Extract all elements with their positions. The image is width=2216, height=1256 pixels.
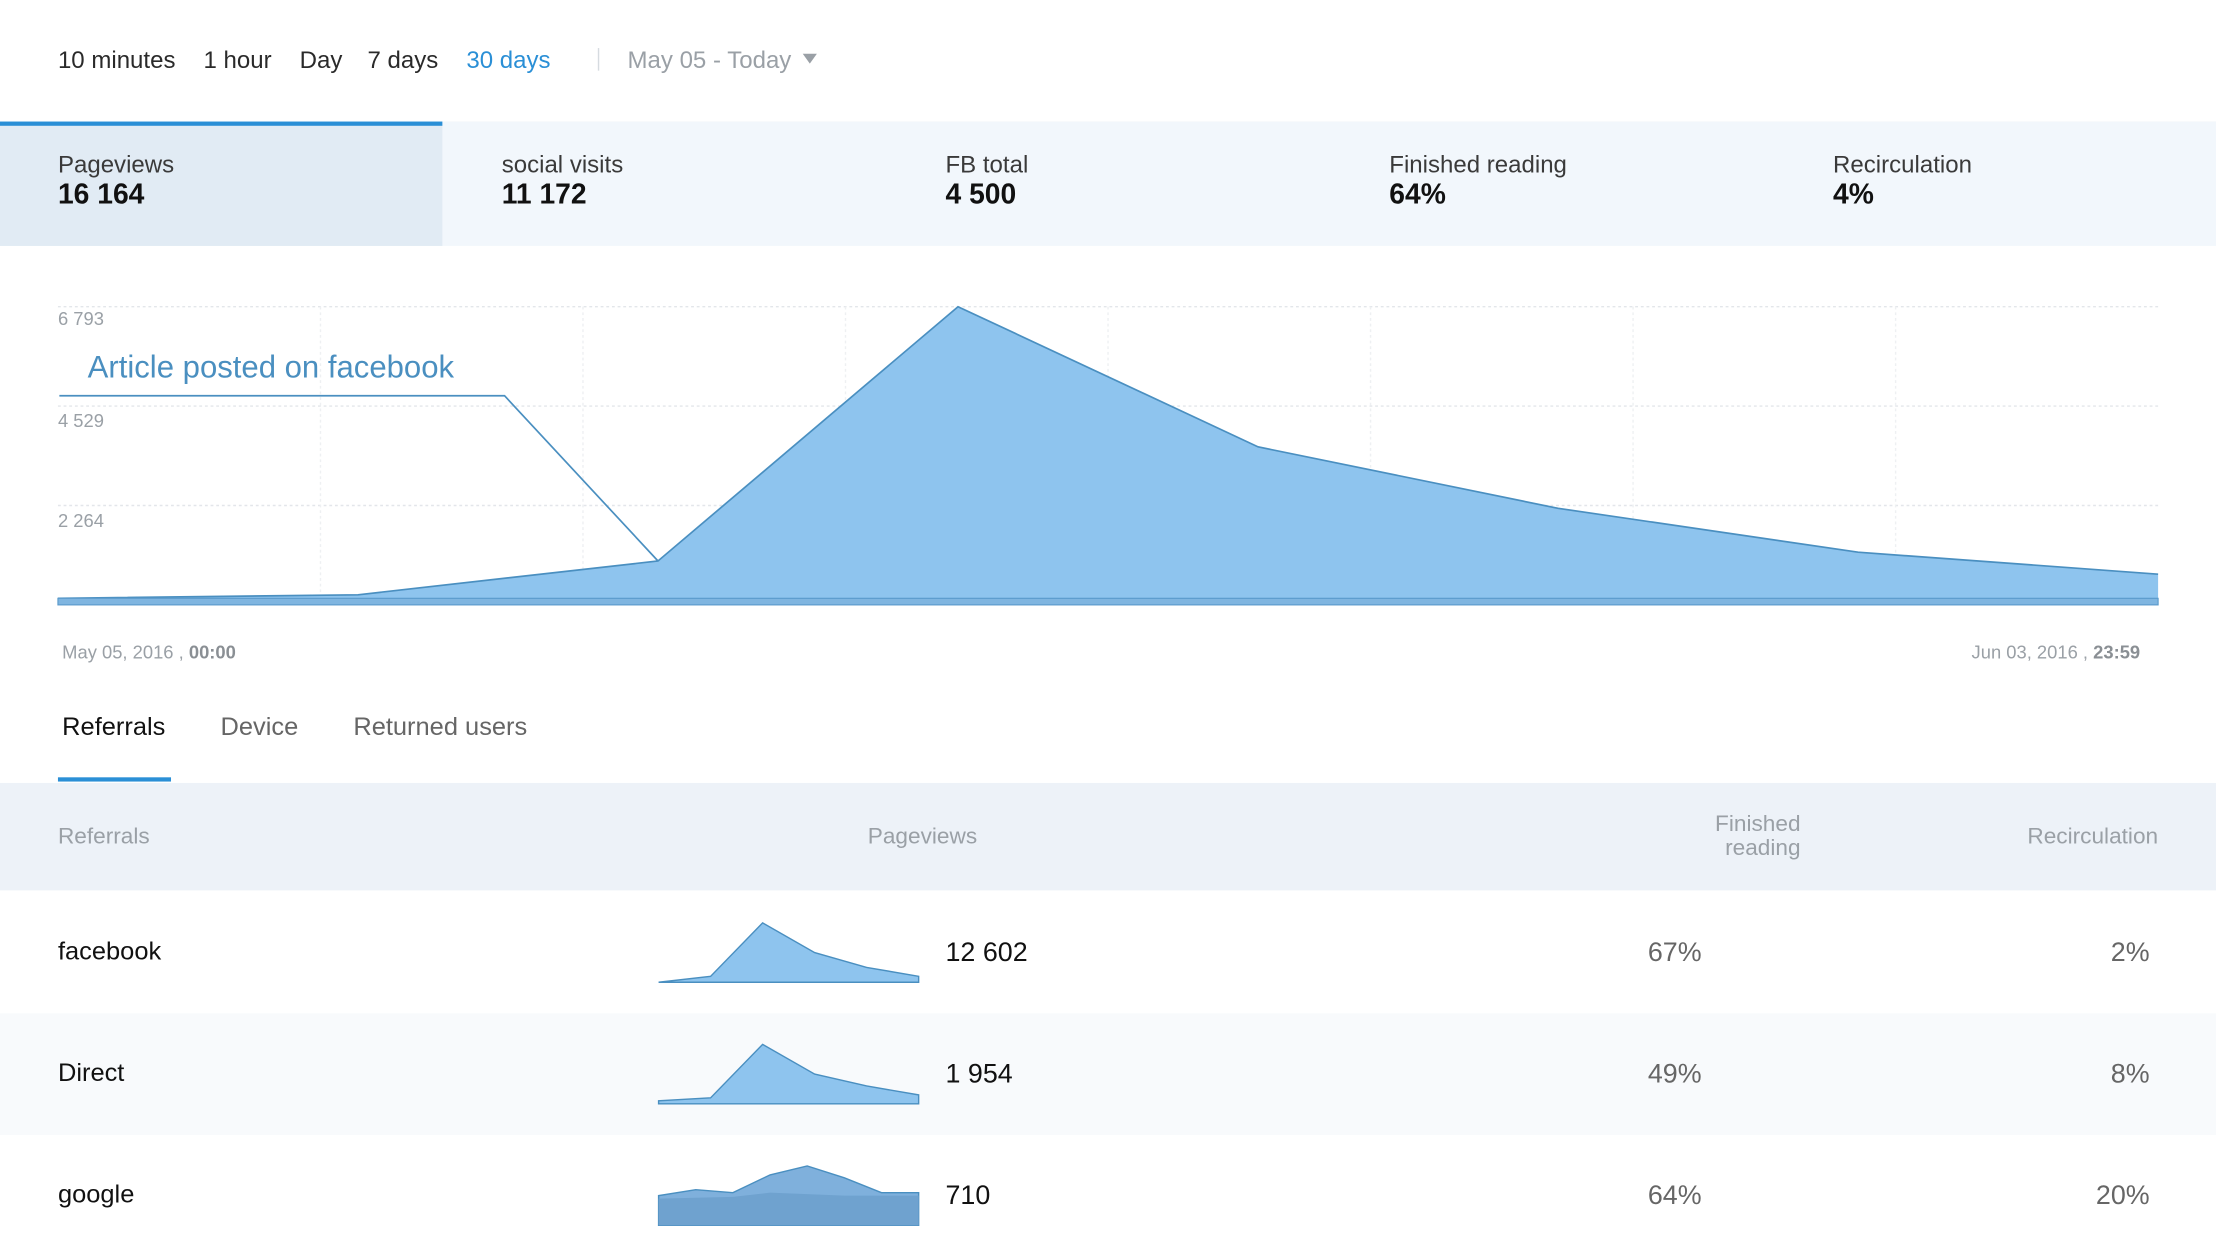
- range-day[interactable]: Day: [299, 46, 343, 74]
- date-range-dropdown[interactable]: May 05 - Today: [628, 47, 817, 75]
- caret-down-icon: [802, 53, 817, 64]
- table-row[interactable]: Direct 1 954 49% 8%: [0, 1013, 2216, 1135]
- row-finished-reading: 67%: [1647, 938, 1702, 969]
- area-fill: [57, 306, 2159, 605]
- metric-value: 16 164: [57, 179, 145, 211]
- metric-value: 64%: [1389, 179, 1446, 211]
- sparkline-area: [658, 922, 920, 983]
- date-range-label: May 05 - Today: [627, 46, 792, 74]
- x-end-time: 23:59: [2093, 641, 2141, 663]
- baseline-band: [57, 597, 2159, 606]
- row-recirculation: 2%: [2110, 938, 2150, 969]
- row-pageviews: 710: [945, 1181, 991, 1212]
- active-tab-indicator: [57, 777, 172, 782]
- x-start-date-text: May 05, 2016 ,: [62, 641, 184, 663]
- row-finished-reading: 49%: [1647, 1059, 1702, 1090]
- chart-annotation: Article posted on facebook: [87, 349, 455, 385]
- x-start-time: 00:00: [188, 641, 236, 663]
- x-end-date-text: Jun 03, 2016 ,: [1971, 641, 2089, 663]
- column-header-pageviews[interactable]: Pageviews: [867, 825, 978, 850]
- metric-value: 4 500: [945, 179, 1017, 211]
- column-header-recirculation[interactable]: Recirculation: [2027, 825, 2159, 850]
- metric-tab-pageviews[interactable]: Pageviews 16 164: [0, 121, 443, 246]
- metric-label: social visits: [501, 151, 624, 179]
- row-sparkline: [658, 922, 920, 983]
- metric-label: Finished reading: [1389, 151, 1567, 179]
- row-sparkline: [657, 1165, 920, 1227]
- range-30-days[interactable]: 30 days: [466, 46, 551, 74]
- row-pageviews: 1 954: [945, 1059, 1013, 1090]
- annotation-leader: [59, 394, 659, 562]
- area-line: [57, 305, 2159, 600]
- metric-value: 4%: [1833, 179, 1874, 211]
- row-recirculation: 8%: [2110, 1059, 2150, 1090]
- tab-referrals[interactable]: Referrals: [62, 712, 166, 741]
- row-sparkline: [657, 1043, 920, 1105]
- metric-label: Pageviews: [57, 151, 175, 179]
- breakdown-tabs: Referrals Device Returned users: [0, 693, 2216, 783]
- sparkline-inner: [658, 1192, 919, 1226]
- metric-tab-recirculation[interactable]: Recirculation 4%: [1775, 122, 2216, 246]
- metric-tab-social-visits[interactable]: social visits 11 172: [444, 122, 886, 246]
- metric-label: FB total: [945, 151, 1029, 179]
- metric-tabs: Pageviews 16 164 social visits 11 172 FB…: [0, 121, 2216, 246]
- referral-name[interactable]: Direct: [57, 1058, 125, 1087]
- metric-tab-finished-reading[interactable]: Finished reading 64%: [1331, 122, 1773, 246]
- metric-label: Recirculation: [1833, 151, 1972, 179]
- table-row[interactable]: google 710 64% 20%: [0, 1135, 2216, 1256]
- table-row[interactable]: facebook 12 602 67% 2%: [0, 892, 2216, 1014]
- sparkline-area: [657, 1043, 920, 1105]
- y-tick-label: 2 264: [57, 510, 104, 532]
- x-end-date: Jun 03, 2016 , 23:59: [1972, 642, 2141, 663]
- range-10-minutes[interactable]: 10 minutes: [57, 46, 176, 74]
- column-header-finished-line1: Finished: [1715, 812, 1801, 837]
- time-range-bar: 10 minutes 1 hour Day 7 days 30 days May…: [0, 0, 2216, 123]
- metric-tab-fb-total[interactable]: FB total 4 500: [888, 122, 1330, 246]
- row-pageviews: 12 602: [945, 938, 1028, 969]
- row-finished-reading: 64%: [1647, 1181, 1702, 1212]
- column-header-finished-reading[interactable]: Finished reading: [1682, 812, 1801, 861]
- referral-name[interactable]: facebook: [57, 937, 162, 966]
- metric-value: 11 172: [501, 179, 587, 211]
- row-recirculation: 20%: [2095, 1181, 2150, 1212]
- chart-canvas: [57, 305, 2159, 606]
- column-header-referrals[interactable]: Referrals: [57, 825, 150, 850]
- table-header: Referrals Pageviews Finished reading Reci…: [0, 782, 2216, 891]
- referral-name[interactable]: google: [57, 1180, 135, 1209]
- tab-device[interactable]: Device: [220, 712, 299, 741]
- y-tick-label: 4 529: [57, 409, 104, 432]
- range-1-hour[interactable]: 1 hour: [203, 46, 272, 74]
- range-7-days[interactable]: 7 days: [367, 46, 439, 74]
- column-header-finished-line2: reading: [1725, 836, 1801, 861]
- pageviews-chart: 6 793 4 529 2 264 Article posted on face…: [0, 246, 2216, 670]
- tab-returned-users[interactable]: Returned users: [353, 712, 528, 741]
- range-divider: [597, 48, 600, 71]
- x-start-date: May 05, 2016 , 00:00: [62, 642, 236, 663]
- y-tick-label: 6 793: [57, 308, 104, 330]
